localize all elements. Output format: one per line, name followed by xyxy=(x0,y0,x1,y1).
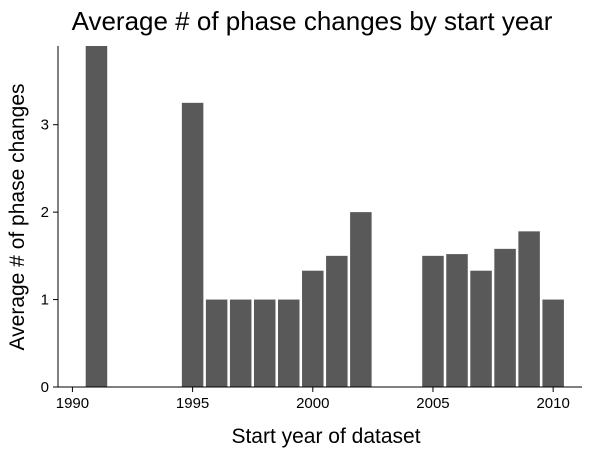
x-axis-ticks: 1990 1995 2000 2005 2010 xyxy=(56,387,570,412)
bar-2010 xyxy=(542,299,564,387)
bar-1999 xyxy=(278,299,300,387)
y-tick-label-2: 2 xyxy=(41,204,49,221)
bar-2007 xyxy=(470,270,492,387)
bar-2000 xyxy=(302,270,324,387)
bar-1996 xyxy=(205,299,228,387)
x-tick-label-1995: 1995 xyxy=(176,395,209,412)
bar-2008 xyxy=(494,248,516,387)
bar-2002 xyxy=(350,212,372,387)
bar-1995 xyxy=(181,102,204,387)
y-tick-label-3: 3 xyxy=(41,117,49,134)
bar-2009 xyxy=(518,231,540,387)
bars-group xyxy=(85,46,564,387)
x-tick-label-1990: 1990 xyxy=(56,395,89,412)
x-tick-label-2005: 2005 xyxy=(416,395,449,412)
y-axis-ticks: 0 1 2 3 xyxy=(41,117,58,396)
bar-2006 xyxy=(446,254,468,387)
chart-title: Average # of phase changes by start year xyxy=(72,6,553,36)
x-tick-label-2010: 2010 xyxy=(536,395,569,412)
y-tick-label-0: 0 xyxy=(41,379,49,396)
bar-1991 xyxy=(85,46,108,387)
bar-2005 xyxy=(422,255,444,387)
x-tick-label-2000: 2000 xyxy=(296,395,329,412)
bar-1998 xyxy=(253,299,276,387)
y-axis-title: Average # of phase changes xyxy=(6,84,29,351)
bar-1997 xyxy=(229,299,252,387)
bar-2001 xyxy=(326,255,348,387)
x-axis-title: Start year of dataset xyxy=(231,425,420,448)
y-tick-label-1: 1 xyxy=(41,292,49,309)
